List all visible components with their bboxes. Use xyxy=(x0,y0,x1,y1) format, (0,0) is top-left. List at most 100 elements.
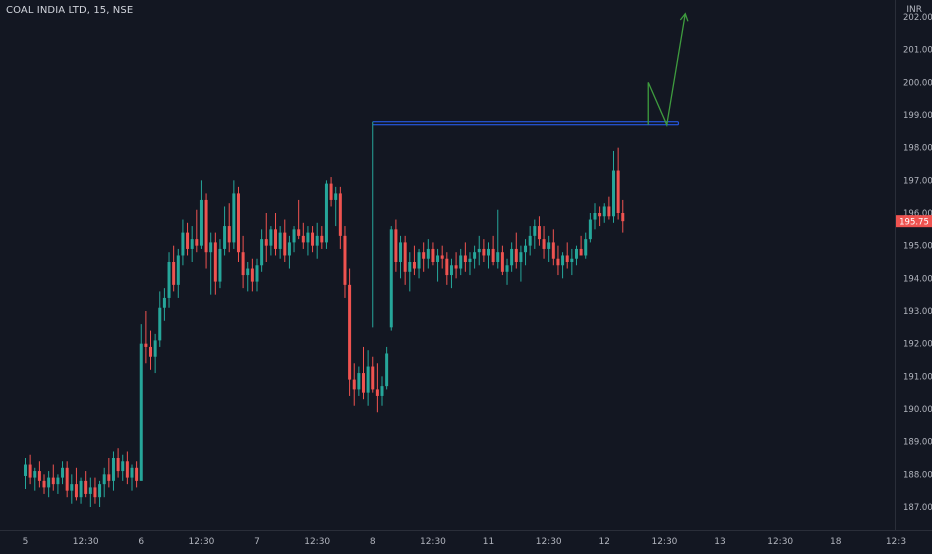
time-tick-label: 5 xyxy=(23,537,29,547)
candle-body xyxy=(366,366,370,393)
candle-body xyxy=(162,297,166,308)
price-tick-label: 199.00 xyxy=(903,111,932,121)
candle-body xyxy=(422,252,426,259)
candle-body xyxy=(551,242,555,259)
candle-body xyxy=(338,193,342,236)
candle-body xyxy=(371,366,375,390)
candle-body xyxy=(301,235,305,243)
candle-body xyxy=(454,265,458,269)
price-tick-label: 197.00 xyxy=(903,176,932,186)
currency-label: INR xyxy=(906,5,922,15)
candle-body xyxy=(70,484,74,491)
candle-body xyxy=(153,340,157,357)
candle-body xyxy=(417,252,421,269)
candle-body xyxy=(426,248,430,259)
last-price-badge xyxy=(896,215,932,228)
time-tick-label: 12:30 xyxy=(420,537,446,547)
candle-body xyxy=(320,235,324,243)
candle-body xyxy=(598,213,602,217)
candle-body xyxy=(111,458,115,481)
price-tick-label: 202.00 xyxy=(903,13,932,23)
time-tick-label: 6 xyxy=(138,537,144,547)
symbol-title[interactable]: COAL INDIA LTD, 15, NSE xyxy=(6,5,134,16)
candle-body xyxy=(607,206,611,217)
candle-body xyxy=(297,229,301,236)
candle-body xyxy=(102,474,106,485)
candle-body xyxy=(449,265,453,276)
candle-body xyxy=(227,226,231,243)
price-tick-label: 188.00 xyxy=(903,470,932,480)
candle-body xyxy=(361,373,365,393)
candle-body xyxy=(570,258,574,262)
candle-body xyxy=(385,353,389,387)
candle-body xyxy=(269,229,273,246)
candle-body xyxy=(565,255,569,262)
candle-body xyxy=(482,248,486,256)
price-tick-label: 189.00 xyxy=(903,438,932,448)
candle-body xyxy=(477,248,481,253)
candle-body xyxy=(139,343,143,481)
candle-body xyxy=(459,255,463,269)
time-tick-label: 12:30 xyxy=(536,537,562,547)
candle-body xyxy=(574,248,578,259)
candle-body xyxy=(241,252,245,276)
time-tick-label: 11 xyxy=(483,537,494,547)
candle-body xyxy=(348,284,352,380)
candle-body xyxy=(394,229,398,262)
price-tick-label: 190.00 xyxy=(903,405,932,415)
time-tick-label: 18 xyxy=(830,537,842,547)
candle-body xyxy=(500,252,504,272)
candle-body xyxy=(260,239,264,266)
candle-body xyxy=(255,265,259,282)
candle-body xyxy=(223,226,227,249)
candle-body xyxy=(149,346,153,357)
candle-body xyxy=(537,226,541,240)
candle-body xyxy=(116,458,120,472)
candle-body xyxy=(56,477,60,485)
candle-body xyxy=(213,242,217,282)
time-tick-label: 13 xyxy=(714,537,725,547)
candle-body xyxy=(561,255,565,266)
time-tick-label: 8 xyxy=(370,537,376,547)
price-tick-label: 201.00 xyxy=(903,46,932,56)
candle-body xyxy=(403,242,407,272)
candle-body xyxy=(533,226,537,236)
candle-body xyxy=(588,219,592,240)
candle-body xyxy=(93,487,97,498)
time-tick-label: 12:3 xyxy=(886,537,906,547)
time-tick-label: 12:30 xyxy=(767,537,793,547)
price-tick-label: 196.00 xyxy=(903,209,932,219)
candle-body xyxy=(352,379,356,390)
candle-body xyxy=(42,480,46,488)
candle-body xyxy=(28,464,32,478)
candle-body xyxy=(167,262,171,298)
candle-body xyxy=(33,471,37,478)
candle-body xyxy=(528,235,532,246)
candle-body xyxy=(343,235,347,285)
candle-body xyxy=(176,255,180,285)
candle-body xyxy=(584,239,588,256)
candle-body xyxy=(74,484,78,498)
candle-body xyxy=(440,255,444,259)
candle-body xyxy=(380,386,384,396)
price-tick-label: 192.00 xyxy=(903,340,932,350)
candle-body xyxy=(209,242,213,253)
candle-body xyxy=(246,268,250,276)
candle-body xyxy=(204,199,208,253)
candle-body xyxy=(514,248,518,262)
candle-body xyxy=(195,239,199,246)
candle-body xyxy=(487,248,490,256)
candle-body xyxy=(236,193,240,253)
candle-body xyxy=(65,467,69,491)
candle-body xyxy=(61,467,65,478)
candle-body xyxy=(556,258,560,266)
candle-body xyxy=(621,213,625,222)
candle-body xyxy=(283,232,287,256)
last-price-label: 195.75 xyxy=(899,218,929,228)
time-tick-label: 12 xyxy=(599,537,610,547)
candle-body xyxy=(612,170,616,217)
candle-body xyxy=(125,461,129,478)
